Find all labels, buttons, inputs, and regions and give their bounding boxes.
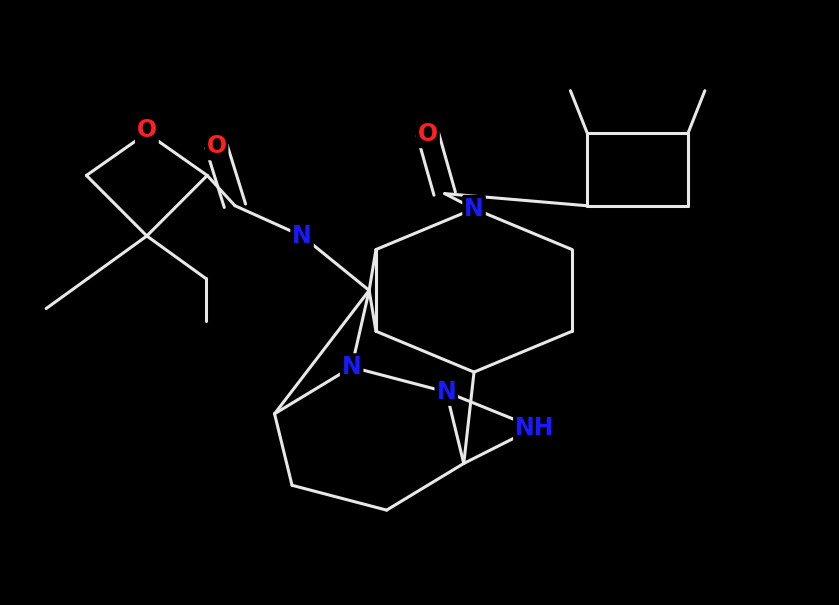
Text: NH: NH — [515, 416, 555, 440]
Text: N: N — [341, 355, 362, 379]
Text: O: O — [418, 122, 438, 146]
Text: N: N — [436, 380, 456, 404]
Text: N: N — [292, 224, 312, 248]
Text: O: O — [206, 134, 227, 159]
Text: N: N — [464, 197, 484, 221]
Text: O: O — [137, 118, 157, 142]
